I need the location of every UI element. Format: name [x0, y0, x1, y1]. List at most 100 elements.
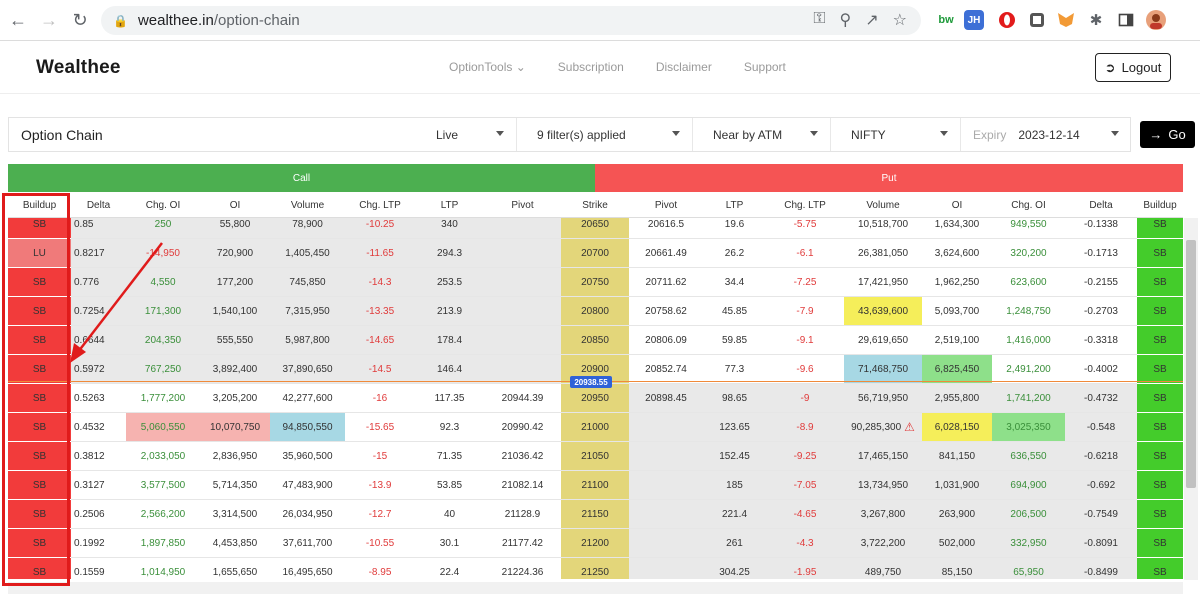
cell-buildup: SB — [1153, 305, 1167, 317]
column-header-buildup-call[interactable]: Buildup — [22, 199, 57, 211]
key-icon[interactable]: ⚿ — [813, 10, 826, 27]
vertical-scrollbar[interactable] — [1184, 218, 1198, 580]
logo[interactable]: Wealthee — [36, 57, 121, 78]
horizontal-scrollbar[interactable] — [8, 582, 1183, 594]
cell-delta: -0.3318 — [1084, 334, 1118, 346]
menu-option-tools[interactable]: OptionTools ⌄ — [449, 60, 526, 74]
cell-oi: 555,550 — [216, 334, 254, 346]
table-row[interactable]: SB 0.2506 2,566,200 3,314,500 26,034,950 -12.… — [8, 500, 1183, 529]
cell-ltp: 146.4 — [436, 363, 463, 375]
logout-button[interactable]: ➲ Logout — [1095, 53, 1171, 82]
filters-select[interactable]: 9 filter(s) applied — [516, 118, 692, 151]
table-row[interactable]: SB 0.1992 1,897,850 4,453,850 37,611,700 -10.… — [8, 529, 1183, 558]
cell-ltp: 117.35 — [434, 392, 465, 404]
table-cell: -0.692 — [1065, 471, 1137, 500]
expiry-select[interactable]: Expiry 2023-12-14 — [960, 118, 1131, 151]
range-select[interactable]: Near by ATM — [692, 118, 830, 151]
table-cell: 1,655,650 — [200, 558, 270, 579]
cell-chg-ltp: -15.65 — [365, 421, 395, 433]
extension-jh[interactable]: JH — [964, 10, 984, 30]
opera-icon[interactable] — [995, 8, 1019, 32]
table-cell: LU — [8, 239, 71, 268]
table-cell: SB — [8, 413, 71, 442]
table-cell: 20711.62 — [629, 268, 703, 297]
table-row[interactable]: SB 0.85 250 55,800 78,900 -10.25 340 20650 20616… — [8, 218, 1183, 239]
sidebar-icon[interactable] — [1114, 8, 1138, 32]
table-row[interactable]: SB 0.5972 767,250 3,892,400 37,890,650 -14.5 1… — [8, 355, 1183, 384]
cell-ltp: 59.85 — [721, 334, 748, 346]
back-icon[interactable]: ← — [9, 9, 27, 30]
column-header-strike[interactable]: Strike — [582, 199, 608, 211]
share-icon[interactable]: ↗ — [865, 12, 879, 29]
table-row[interactable]: LU 0.8217 -14,950 720,900 1,405,450 -11.65 294… — [8, 239, 1183, 268]
table-cell: 20800 — [561, 297, 629, 326]
table-cell: 0.6644 — [71, 326, 126, 355]
cell-delta: -0.692 — [1086, 479, 1116, 491]
table-row[interactable]: SB 0.4532 5,060,550 10,070,750 94,850,550 -15… — [8, 413, 1183, 442]
column-header-oi-put[interactable]: OI — [951, 199, 963, 211]
caret-down-icon — [496, 131, 504, 136]
table-cell: SB — [1137, 558, 1183, 579]
zoom-icon[interactable]: ⚲ — [839, 12, 852, 29]
reload-icon[interactable]: ↻ — [72, 9, 88, 30]
cell-volume: 78,900 — [292, 218, 323, 230]
table-row[interactable]: SB 0.5263 1,777,200 3,205,200 42,277,600 -16 1… — [8, 384, 1183, 413]
table-cell: 213.9 — [415, 297, 484, 326]
menu-support[interactable]: Support — [743, 60, 786, 74]
column-header-volume-put[interactable]: Volume — [866, 199, 900, 211]
go-button[interactable]: → Go — [1140, 121, 1195, 148]
cell-buildup: SB — [32, 363, 47, 375]
column-header-chg-oi-put[interactable]: Chg. OI — [1011, 199, 1046, 211]
cell-chg-oi: 949,550 — [1010, 218, 1047, 230]
extension-grid-icon[interactable] — [1025, 8, 1049, 32]
column-header-chg-oi-call[interactable]: Chg. OI — [145, 199, 181, 211]
table-row[interactable]: SB 0.3127 3,577,500 5,714,350 47,483,900 -13.… — [8, 471, 1183, 500]
table-row[interactable]: SB 0.6644 204,350 555,550 5,987,800 -14.65 178… — [8, 326, 1183, 355]
table-cell: -8.9 — [766, 413, 844, 442]
table-row[interactable]: SB 0.1559 1,014,950 1,655,650 16,495,650 -8.9… — [8, 558, 1183, 579]
mode-select[interactable]: Live — [424, 118, 516, 151]
cell-ltp: 261 — [726, 537, 743, 549]
column-header-delta-call[interactable]: Delta — [86, 199, 111, 211]
table-cell: -9.25 — [766, 442, 844, 471]
column-header-pivot-call[interactable]: Pivot — [511, 199, 534, 211]
star-icon[interactable]: ☆ — [892, 12, 907, 29]
table-cell: 185 — [703, 471, 766, 500]
column-header-chg-ltp-call[interactable]: Chg. LTP — [359, 199, 401, 211]
table-row[interactable]: SB 0.7254 171,300 1,540,100 7,315,950 -13.35 2… — [8, 297, 1183, 326]
column-header-buildup-put[interactable]: Buildup — [1143, 199, 1177, 211]
cell-volume: 90,285,300 — [851, 421, 902, 433]
column-header-chg-ltp-put[interactable]: Chg. LTP — [784, 199, 826, 211]
table-cell: 841,150 — [922, 442, 992, 471]
cell-delta: -0.1713 — [1084, 247, 1118, 259]
cell-delta: 0.4532 — [74, 421, 105, 433]
cell-ltp: 34.4 — [724, 276, 745, 288]
avatar[interactable] — [1144, 8, 1168, 32]
table-row[interactable]: SB 0.776 4,550 177,200 745,850 -14.3 253.5 2075… — [8, 268, 1183, 297]
puzzle-icon[interactable]: ✱ — [1089, 12, 1103, 29]
symbol-select[interactable]: NIFTY — [830, 118, 960, 151]
column-header-delta-put[interactable]: Delta — [1089, 199, 1113, 211]
extension-bw[interactable]: bw — [938, 14, 954, 26]
table-cell: -0.3318 — [1065, 326, 1137, 355]
table-cell: 250 — [126, 218, 200, 239]
column-header-pivot-put[interactable]: Pivot — [654, 199, 678, 211]
cell-buildup: SB — [1153, 218, 1167, 230]
scrollbar-thumb[interactable] — [1186, 240, 1196, 488]
forward-icon[interactable]: → — [40, 9, 58, 30]
table-cell: 6,825,450 — [922, 355, 992, 384]
cell-oi: 4,453,850 — [212, 537, 258, 549]
column-header-oi-call[interactable]: OI — [229, 199, 241, 211]
menu-subscription[interactable]: Subscription — [557, 60, 624, 74]
cell-buildup: SB — [32, 392, 47, 404]
cell-pivot: 21177.42 — [502, 537, 543, 549]
address-bar[interactable]: 🔒 wealthee.in/option-chain ⚿ ⚲ ↗ ☆ — [101, 6, 921, 35]
column-header-ltp-call[interactable]: LTP — [440, 199, 459, 211]
metamask-icon[interactable] — [1054, 8, 1078, 32]
table-row[interactable]: SB 0.3812 2,033,050 2,836,950 35,960,500 -15 7… — [8, 442, 1183, 471]
column-header-ltp-put[interactable]: LTP — [725, 199, 744, 211]
warning-icon[interactable]: ⚠ — [904, 420, 915, 434]
table-cell: SB — [1137, 355, 1183, 384]
column-header-volume-call[interactable]: Volume — [290, 199, 325, 211]
menu-disclaimer[interactable]: Disclaimer — [655, 60, 712, 74]
